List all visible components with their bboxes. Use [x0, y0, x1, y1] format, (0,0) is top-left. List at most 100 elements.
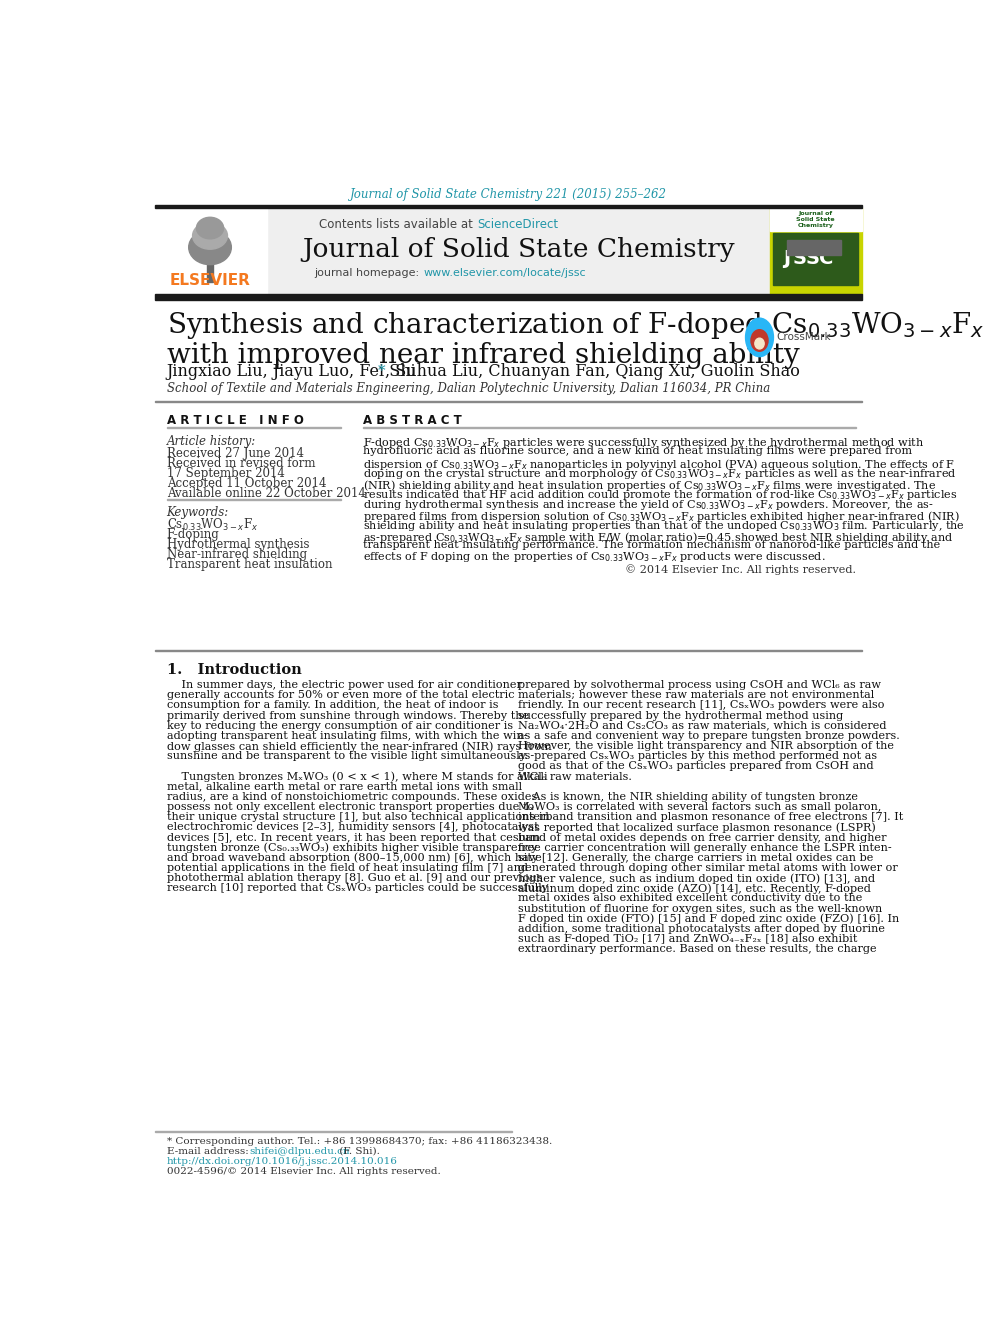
Text: *: *: [378, 364, 386, 378]
Text: good as that of the CsₓWO₃ particles prepared from CsOH and: good as that of the CsₓWO₃ particles pre…: [519, 761, 874, 771]
Text: friendly. In our recent research [11], CsₓWO₃ powders were also: friendly. In our recent research [11], C…: [519, 700, 885, 710]
Text: as-prepared CsₓWO₃ particles by this method performed not as: as-prepared CsₓWO₃ particles by this met…: [519, 751, 878, 761]
Text: , Suhua Liu, Chuanyan Fan, Qiang Xu, Guolin Shao: , Suhua Liu, Chuanyan Fan, Qiang Xu, Guo…: [385, 363, 801, 380]
Text: Received in revised form: Received in revised form: [167, 456, 315, 470]
Text: A B S T R A C T: A B S T R A C T: [363, 414, 461, 427]
Text: higher valence, such as indium doped tin oxide (ITO) [13], and: higher valence, such as indium doped tin…: [519, 873, 876, 884]
Text: WCl₆ raw materials.: WCl₆ raw materials.: [519, 771, 632, 782]
Text: 0022-4596/© 2014 Elsevier Inc. All rights reserved.: 0022-4596/© 2014 Elsevier Inc. All right…: [167, 1167, 440, 1176]
Text: MₓWO₃ is correlated with several factors such as small polaron,: MₓWO₃ is correlated with several factors…: [519, 802, 882, 812]
Text: as a safe and convenient way to prepare tungsten bronze powders.: as a safe and convenient way to prepare …: [519, 730, 900, 741]
Text: their unique crystal structure [1], but also technical applications in: their unique crystal structure [1], but …: [167, 812, 550, 822]
Text: 1.   Introduction: 1. Introduction: [167, 663, 302, 677]
Text: Tungsten bronzes MₓWO₃ (0 < x < 1), where M stands for alkali: Tungsten bronzes MₓWO₃ (0 < x < 1), wher…: [167, 771, 548, 782]
Text: E-mail address:: E-mail address:: [167, 1147, 252, 1156]
Text: Journal of
Solid State
Chemistry: Journal of Solid State Chemistry: [796, 212, 834, 228]
Text: In summer days, the electric power used for air conditioner: In summer days, the electric power used …: [167, 680, 522, 691]
Text: adopting transparent heat insulating films, with which the win-: adopting transparent heat insulating fil…: [167, 730, 527, 741]
Text: generally accounts for 50% or even more of the total electric: generally accounts for 50% or even more …: [167, 691, 514, 700]
Text: Synthesis and characterization of F-doped Cs$_{0.33}$WO$_{3-x}$F$_{x}$ particles: Synthesis and characterization of F-dope…: [167, 311, 992, 341]
Bar: [770, 208, 862, 232]
Text: (NIR) shielding ability and heat insulation properties of Cs$_{0.33}$WO$_{3-x}$F: (NIR) shielding ability and heat insulat…: [363, 478, 935, 492]
Text: C: C: [819, 249, 833, 269]
Bar: [268, 208, 770, 294]
Text: ELSEVIER: ELSEVIER: [170, 273, 250, 288]
Text: Received 27 June 2014: Received 27 June 2014: [167, 447, 304, 459]
Bar: [207, 263, 213, 282]
Text: Keywords:: Keywords:: [167, 505, 229, 519]
Text: J: J: [783, 249, 791, 269]
Text: materials; however these raw materials are not environmental: materials; however these raw materials a…: [519, 691, 875, 700]
Text: effects of F doping on the properties of Cs$_{0.33}$WO$_{3-x}$F$_{x}$ products w: effects of F doping on the properties of…: [363, 550, 825, 565]
Ellipse shape: [192, 222, 227, 249]
Text: F-doped Cs$_{0.33}$WO$_{3-x}$F$_{x}$ particles were successfully synthesized by : F-doped Cs$_{0.33}$WO$_{3-x}$F$_{x}$ par…: [363, 437, 925, 450]
Bar: [155, 294, 862, 300]
Ellipse shape: [755, 339, 764, 349]
Text: However, the visible light transparency and NIR absorption of the: However, the visible light transparency …: [519, 741, 895, 751]
Bar: [155, 205, 862, 208]
Text: aluminum doped zinc oxide (AZO) [14], etc. Recently, F-doped: aluminum doped zinc oxide (AZO) [14], et…: [519, 884, 871, 894]
Text: A R T I C L E   I N F O: A R T I C L E I N F O: [167, 414, 304, 427]
Text: Jingxiao Liu, Jiayu Luo, Fei Shi: Jingxiao Liu, Jiayu Luo, Fei Shi: [167, 363, 422, 380]
Text: results indicated that HF acid addition could promote the formation of rod-like : results indicated that HF acid addition …: [363, 488, 957, 501]
Text: Hydrothermal synthesis: Hydrothermal synthesis: [167, 537, 310, 550]
Text: Na₂WO₄·2H₂O and Cs₂CO₃ as raw materials, which is considered: Na₂WO₄·2H₂O and Cs₂CO₃ as raw materials,…: [519, 721, 887, 730]
Text: www.elsevier.com/locate/jssc: www.elsevier.com/locate/jssc: [424, 269, 585, 278]
Text: prepared films from dispersion solution of Cs$_{0.33}$WO$_{3-x}$F$_{x}$ particle: prepared films from dispersion solution …: [363, 509, 959, 524]
Ellipse shape: [746, 318, 774, 357]
Text: tungsten bronze (Cs₀.₃₃WO₃) exhibits higher visible transparency: tungsten bronze (Cs₀.₃₃WO₃) exhibits hig…: [167, 843, 537, 853]
Text: with improved near infrared shielding ability: with improved near infrared shielding ab…: [167, 341, 800, 369]
Text: band of metal oxides depends on free carrier density, and higher: band of metal oxides depends on free car…: [519, 832, 887, 843]
Text: photothermal ablation therapy [8]. Guo et al. [9] and our previous: photothermal ablation therapy [8]. Guo e…: [167, 873, 542, 884]
Text: free carrier concentration will generally enhance the LSPR inten-: free carrier concentration will generall…: [519, 843, 892, 853]
Text: possess not only excellent electronic transport properties due to: possess not only excellent electronic tr…: [167, 802, 534, 812]
Text: CrossMark: CrossMark: [777, 332, 831, 343]
Text: metal, alkaline earth metal or rare earth metal ions with small: metal, alkaline earth metal or rare eart…: [167, 782, 522, 791]
Text: shielding ability and heat insulating properties than that of the undoped Cs$_{0: shielding ability and heat insulating pr…: [363, 519, 964, 533]
Text: Cs$_{0.33}$WO$_{3-x}$F$_{x}$: Cs$_{0.33}$WO$_{3-x}$F$_{x}$: [167, 517, 258, 533]
Text: * Corresponding author. Tel.: +86 13998684370; fax: +86 41186323438.: * Corresponding author. Tel.: +86 139986…: [167, 1136, 552, 1146]
Text: Contents lists available at: Contents lists available at: [319, 218, 476, 232]
Text: S: S: [806, 249, 820, 269]
Text: dispersion of Cs$_{0.33}$WO$_{3-x}$F$_{x}$ nanoparticles in polyvinyl alcohol (P: dispersion of Cs$_{0.33}$WO$_{3-x}$F$_{x…: [363, 456, 955, 472]
Text: extraordinary performance. Based on these results, the charge: extraordinary performance. Based on thes…: [519, 945, 877, 954]
Text: research [10] reported that CsₓWO₃ particles could be successfully: research [10] reported that CsₓWO₃ parti…: [167, 884, 548, 893]
Text: primarily derived from sunshine through windows. Thereby the: primarily derived from sunshine through …: [167, 710, 529, 721]
Text: as-prepared Cs$_{0.33}$WO$_{3-x}$F$_{x}$ sample with F/W (molar ratio)=0.45 show: as-prepared Cs$_{0.33}$WO$_{3-x}$F$_{x}$…: [363, 529, 952, 545]
Text: doping on the crystal structure and morphology of Cs$_{0.33}$WO$_{3-x}$F$_{x}$ p: doping on the crystal structure and morp…: [363, 467, 956, 482]
Text: generated through doping other similar metal atoms with lower or: generated through doping other similar m…: [519, 863, 898, 873]
Bar: [787, 239, 841, 255]
Text: such as F-doped TiO₂ [17] and ZnWO₄₋ₓF₂ₓ [18] also exhibit: such as F-doped TiO₂ [17] and ZnWO₄₋ₓF₂ₓ…: [519, 934, 858, 945]
Text: Near-infrared shielding: Near-infrared shielding: [167, 548, 307, 561]
Ellipse shape: [751, 329, 768, 352]
Text: key to reducing the energy consumption of air conditioner is: key to reducing the energy consumption o…: [167, 721, 513, 730]
Text: metal oxides also exhibited excellent conductivity due to the: metal oxides also exhibited excellent co…: [519, 893, 863, 904]
Bar: [774, 233, 858, 284]
Text: shifei@dlpu.edu.cn: shifei@dlpu.edu.cn: [250, 1147, 350, 1156]
Text: potential applications in the field of heat insulating film [7] and: potential applications in the field of h…: [167, 863, 528, 873]
Text: interband transition and plasmon resonance of free electrons [7]. It: interband transition and plasmon resonan…: [519, 812, 904, 822]
Text: ScienceDirect: ScienceDirect: [477, 218, 558, 232]
Bar: [770, 208, 862, 294]
Text: As is known, the NIR shielding ability of tungsten bronze: As is known, the NIR shielding ability o…: [519, 792, 858, 802]
Text: substitution of fluorine for oxygen sites, such as the well-known: substitution of fluorine for oxygen site…: [519, 904, 883, 914]
Text: 17 September 2014: 17 September 2014: [167, 467, 285, 480]
Ellipse shape: [196, 217, 223, 239]
Text: during hydrothermal synthesis and increase the yield of Cs$_{0.33}$WO$_{3-x}$F$_: during hydrothermal synthesis and increa…: [363, 499, 933, 512]
Text: © 2014 Elsevier Inc. All rights reserved.: © 2014 Elsevier Inc. All rights reserved…: [625, 564, 856, 574]
Text: was reported that localized surface plasmon resonance (LSPR): was reported that localized surface plas…: [519, 823, 876, 833]
Text: F-doping: F-doping: [167, 528, 219, 541]
Text: and broad waveband absorption (800–15,000 nm) [6], which have: and broad waveband absorption (800–15,00…: [167, 853, 542, 864]
Text: hydrofluoric acid as fluorine source, and a new kind of heat insulating films we: hydrofluoric acid as fluorine source, an…: [363, 446, 912, 456]
Text: sity [12]. Generally, the charge carriers in metal oxides can be: sity [12]. Generally, the charge carrier…: [519, 853, 874, 863]
Text: Article history:: Article history:: [167, 435, 256, 448]
Text: radius, are a kind of nonstoichiometric compounds. These oxides: radius, are a kind of nonstoichiometric …: [167, 792, 537, 802]
Text: transparent heat insulating performance. The formation mechanism of nanorod-like: transparent heat insulating performance.…: [363, 540, 940, 550]
Bar: [155, 208, 268, 294]
Text: S: S: [793, 249, 806, 269]
Text: consumption for a family. In addition, the heat of indoor is: consumption for a family. In addition, t…: [167, 700, 498, 710]
Text: Accepted 11 October 2014: Accepted 11 October 2014: [167, 476, 326, 490]
Text: Transparent heat insulation: Transparent heat insulation: [167, 557, 332, 570]
Text: successfully prepared by the hydrothermal method using: successfully prepared by the hydrotherma…: [519, 710, 844, 721]
Text: Journal of Solid State Chemistry 221 (2015) 255–262: Journal of Solid State Chemistry 221 (20…: [350, 188, 667, 201]
